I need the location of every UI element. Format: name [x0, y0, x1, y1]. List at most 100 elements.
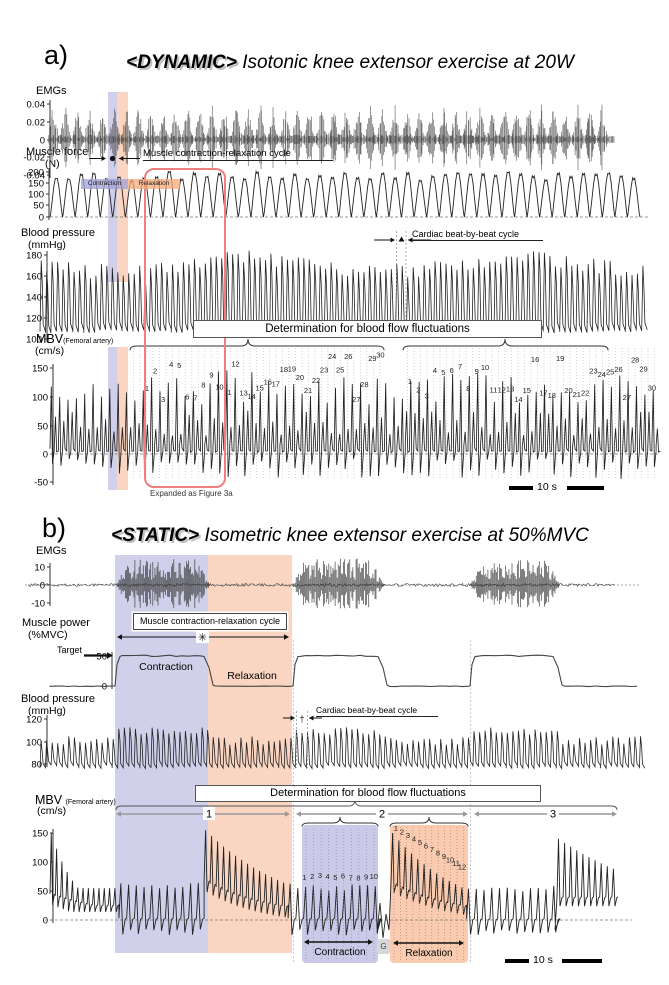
bp-b-label: Blood pressure: [21, 693, 95, 705]
scalebar-a-right: [567, 486, 604, 490]
arrow-head: [459, 940, 464, 946]
panel-b-title-tag: <STATIC>: [111, 525, 200, 546]
arrow-head: [101, 156, 106, 161]
beat-number-a-seg1: 25: [336, 366, 344, 375]
axis-tick-label: 0: [40, 580, 45, 591]
beat-number-b-contraction: 10: [370, 872, 378, 881]
beat-number-a-seg2: 11: [490, 386, 498, 395]
beat-number-a-seg1: 24: [328, 352, 336, 361]
emg-a-label: EMGs: [36, 85, 67, 97]
force-cycle-annotation: Muscle contraction-relaxation cycle: [143, 149, 333, 161]
beat-number-a-seg2: 10: [481, 363, 489, 372]
beat-number-a-seg2: 7: [458, 362, 462, 371]
contraction-mini-label-a: Contraction: [81, 179, 128, 189]
arrow-head: [116, 811, 121, 817]
axis-tick-label: -0.04: [23, 170, 45, 181]
beat-number-b-contraction: 4: [326, 872, 330, 881]
axis-tick-label: -0.02: [23, 152, 45, 163]
beat-number-a-seg1: 7: [193, 394, 197, 403]
segment-number-bg: [203, 807, 215, 820]
axis-tick-label: 120: [26, 313, 42, 324]
axis-tick-label: 150: [32, 363, 48, 374]
power-unit: (%MVC): [28, 629, 68, 641]
force-label: Muscle force: [26, 146, 89, 158]
axis-tick-label: -50: [34, 477, 48, 488]
axis-tick-label: 100: [26, 334, 42, 345]
axis-tick-label: 50: [37, 421, 48, 432]
arrow-head: [463, 811, 468, 817]
axis-tick-label: 100: [32, 392, 48, 403]
beat-number-a-seg1: 19: [288, 364, 296, 373]
segment-number: 2: [379, 809, 385, 821]
beat-number-a-seg1: 20: [296, 373, 304, 382]
beat-number-a-seg1: 8: [201, 380, 205, 389]
axis-tick-label: 200: [28, 167, 44, 178]
beat-number-b-relaxation: 12: [458, 863, 466, 872]
beat-number-a-seg1: 29: [368, 354, 376, 363]
scalebar-a-label: 10 s: [537, 481, 557, 493]
scalebar-b-left: [505, 959, 529, 963]
beat-number-b-contraction: 6: [341, 872, 345, 881]
axis-tick-label: 50: [33, 200, 44, 211]
cardiac-triangle-marker: [398, 236, 405, 242]
beat-number-a-seg1: 12: [231, 359, 239, 368]
power-b-trace: [49, 654, 638, 688]
contraction-strip-a-lower: [108, 347, 117, 490]
mbv-b-unit: (cm/s): [37, 805, 67, 817]
beat-number-b-relaxation: 1: [394, 824, 398, 833]
axis-tick-label: 0: [43, 915, 48, 926]
axis-tick-label: 0: [43, 449, 48, 460]
g-marker: G: [377, 939, 390, 954]
brace: [301, 816, 379, 827]
box-contraction-label: Contraction: [314, 947, 366, 958]
beat-number-a-seg1: 15: [256, 383, 264, 392]
beat-number-a-seg1: 26: [344, 352, 352, 361]
bp-b-trace: [39, 727, 646, 770]
scalebar-a-left: [509, 486, 533, 490]
beat-number-b-contraction: 9: [364, 872, 368, 881]
beat-number-a-seg2: 14: [514, 395, 522, 404]
axis-tick-label: 50: [96, 651, 107, 662]
arrow-head: [393, 940, 398, 946]
panel-b-label: b): [42, 513, 67, 543]
arrow-head: [290, 715, 295, 721]
relaxation-phase-label: Relaxation: [227, 670, 277, 682]
axis-tick-label: 0: [39, 212, 44, 223]
asterisk-bg: [196, 629, 209, 643]
target-label: Target: [57, 645, 83, 655]
arrow-head: [117, 634, 122, 640]
beat-number-a-seg1: 9: [209, 371, 213, 380]
arrow-head: [368, 939, 373, 945]
beat-number-a-seg2: 29: [639, 364, 647, 373]
beat-number-b-relaxation: 3: [406, 831, 410, 840]
beat-number-a-seg1: 22: [312, 376, 320, 385]
beat-number-a-seg2: 27: [623, 393, 631, 402]
mbv-a-sub: (Femoral artery): [63, 338, 114, 345]
beat-number-b-contraction: 1: [302, 873, 306, 882]
determination-box-a: Determination for blood flow fluctuation…: [193, 320, 542, 338]
beat-number-a-seg2: 16: [531, 355, 539, 364]
contraction-analysis-box-b: [302, 825, 378, 963]
beat-number-b-relaxation: 7: [430, 845, 434, 854]
beat-number-a-seg2: 2: [416, 385, 420, 394]
beat-number-a-seg2: 1: [408, 377, 412, 386]
segment-number-bg: [376, 807, 388, 820]
beat-number-b-relaxation: 5: [418, 838, 422, 847]
arrow-head: [285, 811, 290, 817]
mbv-a-label: MBV(Femoral artery): [36, 332, 114, 346]
scalebar-b-right: [562, 959, 602, 963]
beat-number-a-seg2: 19: [556, 354, 564, 363]
bp-a-unit: (mmHg): [28, 239, 66, 251]
beat-number-a-seg2: 18: [548, 391, 556, 400]
panel-a-title: <DYNAMIC> Isotonic knee extensor exercis…: [80, 52, 620, 74]
beat-number-b-relaxation: 4: [412, 835, 416, 844]
scalebar-b-label: 10 s: [533, 954, 553, 966]
arrow-head: [474, 811, 479, 817]
segment-number: 1: [206, 809, 212, 821]
beat-number-a-seg2: 26: [614, 365, 622, 374]
beat-number-a-seg2: 22: [581, 389, 589, 398]
beat-number-b-relaxation: 11: [452, 859, 460, 868]
axis-tick-label: 100: [32, 857, 48, 868]
determination-box-b: Determination for blood flow fluctuation…: [195, 785, 541, 802]
